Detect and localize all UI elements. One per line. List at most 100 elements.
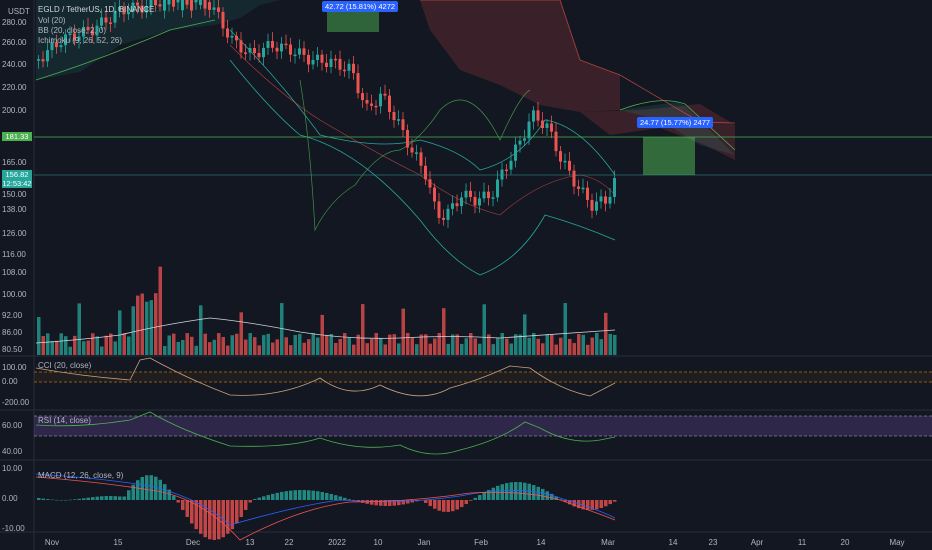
volume-bar [118,310,122,355]
volume-bar [496,338,500,355]
date-tick: 10 [373,538,383,547]
candle-body [131,2,135,13]
legend-ichimoku[interactable]: Ichimoku (9, 26, 52, 26) [38,36,123,45]
measure-label-2[interactable]: 24.77 (15.77%) 2477 [637,117,714,128]
macd-bar [104,496,108,500]
volume-bar [410,338,414,355]
macd-bar [86,497,90,500]
macd-bar [505,483,509,500]
candle-body [217,7,220,12]
volume-bar [361,304,365,355]
volume-bar [140,293,144,355]
volume-bar [37,317,41,355]
macd-tick: -10.00 [2,524,25,533]
candle-body [185,0,189,5]
macd-bar [167,489,171,500]
candle-body [82,26,85,37]
candle-body [415,152,418,154]
macd-bar [131,484,135,500]
price-tick: 116.00 [2,250,26,259]
senkou-a [35,19,216,81]
candle-body [518,140,522,145]
price-tick: 165.00 [2,158,27,167]
candle-body [370,103,373,106]
macd-bar [347,499,351,500]
date-tick: Dec [185,538,201,547]
volume-bar [131,306,135,355]
candle-body [77,36,81,41]
volume-bar [316,337,320,355]
volume-bar [262,335,266,355]
macd-bar [293,490,297,500]
volume-bar [185,333,189,355]
candle-body [37,59,40,61]
macd-bar [613,500,617,502]
candle-body [230,35,234,38]
macd-bar [118,496,122,500]
volume-bar [64,336,68,355]
price-candles [37,0,616,228]
volume-bar [307,339,311,355]
symbol-line[interactable]: EGLD / TetherUS, 1D, BINANCE [38,5,155,14]
candle-body [545,123,549,129]
volume-bar [428,343,432,355]
candle-body [86,26,90,31]
volume-bar [446,343,450,355]
volume-bar [50,341,54,355]
measure-label-1[interactable]: 42.72 (15.81%) 4272 [322,1,399,12]
candle-body [208,2,211,10]
candle-body [581,187,585,190]
candle-body [311,59,315,65]
legend-volume[interactable]: Vol (20) [38,16,66,25]
macd-bar [77,498,81,500]
volume-bar [568,338,572,355]
cci-title[interactable]: CCI (20, close) [38,361,92,370]
volume-bar [401,308,405,355]
legend-bb[interactable]: BB (20, close, 2, 0) [38,26,107,35]
macd-bar [208,500,212,540]
candle-body [379,93,382,107]
macd-bar [433,500,437,509]
macd-bar [235,500,239,524]
volume-bar [554,344,558,355]
macd-title[interactable]: MACD (12, 26, close, 9) [38,471,124,480]
macd-bar [388,500,392,506]
candle-body [68,33,72,35]
candle-body [523,138,526,141]
candle-body [433,187,436,202]
volume-bar [464,338,468,355]
candle-body [118,6,121,11]
macd-bar [298,490,302,500]
rsi-title[interactable]: RSI (14, close) [38,416,91,425]
macd-bar [271,493,275,500]
candle-body [190,0,193,11]
volume-ma [35,317,616,344]
senkou-a-2 [619,100,736,151]
volume-bar [365,343,369,355]
macd-bar [545,491,549,500]
macd-bar [176,500,180,503]
volume-bar [608,333,612,355]
volume-bar [293,334,297,355]
macd-bar [73,499,77,500]
macd-bar [383,500,387,506]
macd-bar [509,482,513,500]
candle-body [590,199,594,211]
volume-bar [158,266,162,355]
macd-bar [599,500,603,508]
macd-bar [91,497,95,500]
volume-bar [545,334,549,355]
macd-bar [469,500,473,501]
candle-body [181,0,184,11]
date-tick: May [889,538,905,547]
candle-body [154,0,157,6]
macd-bar [113,496,117,500]
candle-body [149,0,153,7]
candle-body [595,201,598,211]
candle-body [608,196,612,204]
macd-bar [473,497,477,500]
volume-bar [541,343,545,355]
volume-bar [104,335,108,355]
candle-body [59,45,63,48]
